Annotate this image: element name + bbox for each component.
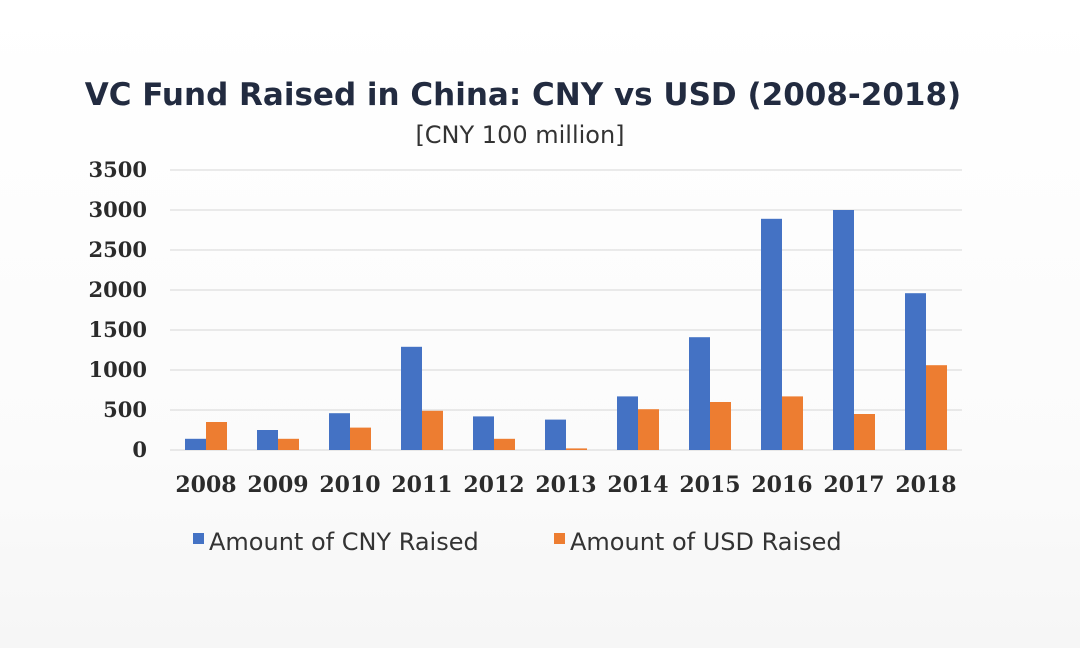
bar-cny-2018 [905, 293, 926, 450]
bar-usd-2008 [206, 422, 227, 450]
y-axis-ticks: 0 500 1000 1500 2000 2500 3000 3500 [89, 157, 147, 462]
bar-usd-2017 [854, 414, 875, 450]
y-tick-label: 500 [103, 397, 147, 422]
y-tick-label: 3000 [89, 197, 147, 222]
x-tick-label: 2008 [175, 472, 236, 498]
bar-usd-2014 [638, 409, 659, 450]
bar-usd-2016 [782, 396, 803, 450]
x-tick-label: 2018 [895, 472, 956, 498]
x-tick-label: 2017 [823, 472, 884, 498]
y-tick-label: 2000 [89, 277, 147, 302]
x-tick-label: 2016 [751, 472, 812, 498]
legend: Amount of CNY Raised Amount of USD Raise… [193, 528, 842, 556]
bar-cny-2015 [689, 337, 710, 450]
x-tick-label: 2014 [607, 472, 668, 498]
chart-title: VC Fund Raised in China: CNY vs USD (200… [85, 77, 961, 113]
x-tick-label: 2012 [463, 472, 524, 498]
bar-usd-2011 [422, 410, 443, 450]
bar-cny-2016 [761, 218, 782, 450]
y-tick-label: 2500 [89, 237, 147, 262]
gridlines [170, 169, 962, 451]
bars [185, 210, 947, 450]
bar-cny-2014 [617, 396, 638, 450]
bar-usd-2012 [494, 438, 515, 450]
bar-cny-2009 [257, 430, 278, 450]
x-tick-label: 2009 [247, 472, 308, 498]
bar-cny-2011 [401, 346, 422, 450]
legend-swatch-usd [554, 533, 565, 544]
bar-usd-2009 [278, 438, 299, 450]
x-tick-label: 2015 [679, 472, 740, 498]
bar-cny-2010 [329, 413, 350, 450]
chart-subtitle: [CNY 100 million] [415, 121, 624, 149]
x-axis-ticks: 2008 2009 2010 2011 2012 2013 2014 2015 2016 2017… [175, 472, 956, 498]
bar-cny-2013 [545, 419, 566, 450]
x-tick-label: 2013 [535, 472, 596, 498]
y-tick-label: 0 [132, 437, 147, 462]
legend-swatch-cny [193, 533, 204, 544]
y-tick-label: 1500 [89, 317, 147, 342]
x-tick-label: 2011 [391, 472, 452, 498]
x-tick-label: 2010 [319, 472, 380, 498]
bar-cny-2017 [833, 210, 854, 450]
y-tick-label: 3500 [89, 157, 147, 182]
legend-label-usd: Amount of USD Raised [570, 528, 842, 556]
bar-usd-2013 [566, 448, 587, 450]
bar-usd-2015 [710, 402, 731, 450]
bar-usd-2010 [350, 427, 371, 450]
bar-cny-2008 [185, 438, 206, 450]
bar-usd-2018 [926, 365, 947, 450]
y-tick-label: 1000 [89, 357, 147, 382]
bar-cny-2012 [473, 416, 494, 450]
legend-label-cny: Amount of CNY Raised [209, 528, 479, 556]
